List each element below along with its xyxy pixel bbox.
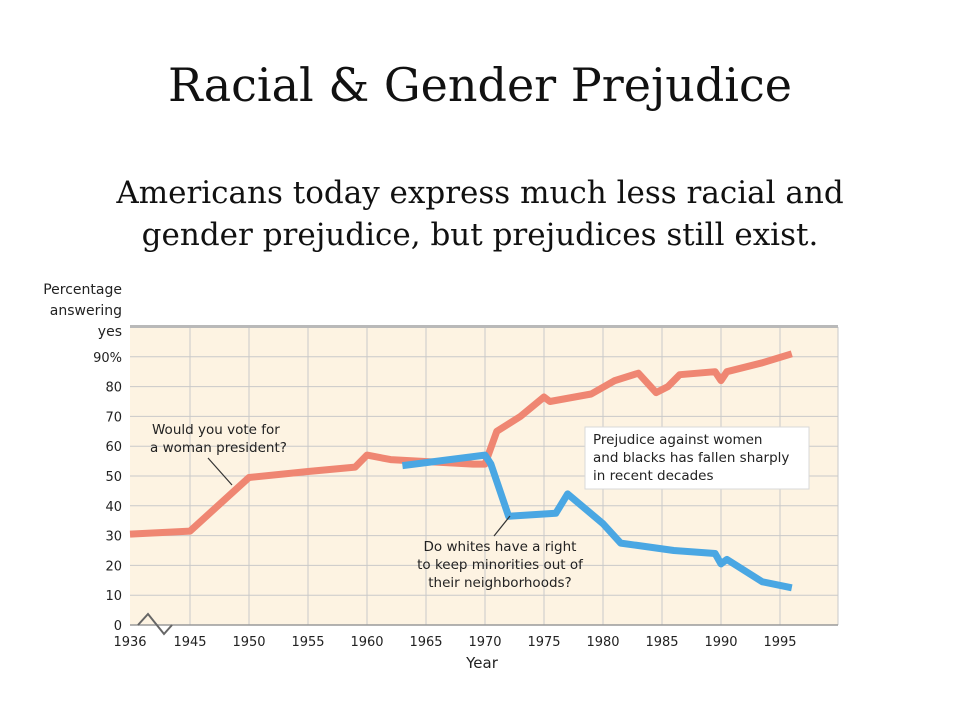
x-tick-label: 1980	[586, 635, 619, 650]
annotation-woman-president-pointer	[207, 457, 233, 486]
x-tick-label: 1965	[409, 635, 442, 650]
x-axis-label: Year	[465, 654, 499, 672]
y-axis-label-line-3: yes	[98, 324, 122, 340]
y-tick-label: 80	[105, 381, 122, 396]
series-line-neighborhoods	[401, 451, 793, 592]
x-tick-label: 1960	[350, 635, 383, 650]
slide-subtitle: Americans today express much less racial…	[60, 172, 900, 256]
series-group	[129, 350, 793, 592]
annotation-prejudice-note: Prejudice against women and blacks has f…	[584, 426, 810, 490]
y-tick-labels: 0 10 20 30 40 50 60 70 80 90%	[93, 351, 122, 634]
x-tick-label: 1985	[645, 635, 678, 650]
annotation-prejudice-note-line-3: in recent decades	[593, 468, 714, 484]
x-tick-label: 1955	[291, 635, 324, 650]
annotation-prejudice-note-line-1: Prejudice against women	[593, 432, 762, 448]
x-tick-label: 1945	[173, 635, 206, 650]
y-axis-label-line-1: Percentage	[43, 282, 122, 298]
y-tick-label: 90%	[93, 351, 122, 366]
annotation-prejudice-note-line-2: and blacks has fallen sharply	[593, 450, 789, 466]
x-tick-label: 1995	[763, 635, 796, 650]
plot-border-top	[130, 325, 838, 328]
annotation-prejudice-note-box	[584, 426, 810, 490]
y-tick-label: 60	[105, 440, 122, 455]
annotation-neighborhoods-line-3: their neighborhoods?	[428, 575, 571, 591]
x-tick-labels: 1936 1945 1950 1955 1960 1965 1970 1975 1980 1985…	[113, 635, 796, 650]
annotation-neighborhoods: Do whites have a right to keep minoritie…	[417, 515, 584, 591]
y-tick-label: 40	[105, 500, 122, 515]
annotation-neighborhoods-line-2: to keep minorities out of	[417, 557, 584, 573]
y-tick-label: 10	[105, 589, 122, 604]
annotation-woman-president: Would you vote for a woman president?	[150, 422, 287, 486]
slide-title: Racial & Gender Prejudice	[168, 58, 792, 112]
x-tick-label: 1990	[704, 635, 737, 650]
y-tick-label: 0	[114, 619, 122, 634]
y-tick-label: 20	[105, 559, 122, 574]
y-axis-label: Percentage answering yes	[43, 282, 122, 340]
annotation-neighborhoods-pointer	[493, 515, 511, 537]
y-tick-label: 30	[105, 530, 122, 545]
y-tick-label: 70	[105, 410, 122, 425]
x-tick-label: 1950	[232, 635, 265, 650]
line-chart: Percentage answering yes 0 10 20 30 40 50 60 70…	[43, 282, 839, 672]
x-tick-label: 1970	[468, 635, 501, 650]
annotation-woman-president-line-1: Would you vote for	[152, 422, 280, 438]
x-tick-label: 1975	[527, 635, 560, 650]
y-axis-label-line-2: answering	[50, 303, 122, 319]
y-tick-label: 50	[105, 470, 122, 485]
annotation-woman-president-line-2: a woman president?	[150, 440, 287, 456]
axis-break-icon	[137, 612, 173, 636]
x-tick-label: 1936	[113, 635, 146, 650]
series-line-woman-president	[129, 350, 793, 538]
subtitle-line-1: Americans today express much less racial…	[116, 175, 844, 211]
annotation-neighborhoods-line-1: Do whites have a right	[424, 539, 577, 555]
subtitle-line-2: gender prejudice, but prejudices still e…	[141, 217, 819, 253]
